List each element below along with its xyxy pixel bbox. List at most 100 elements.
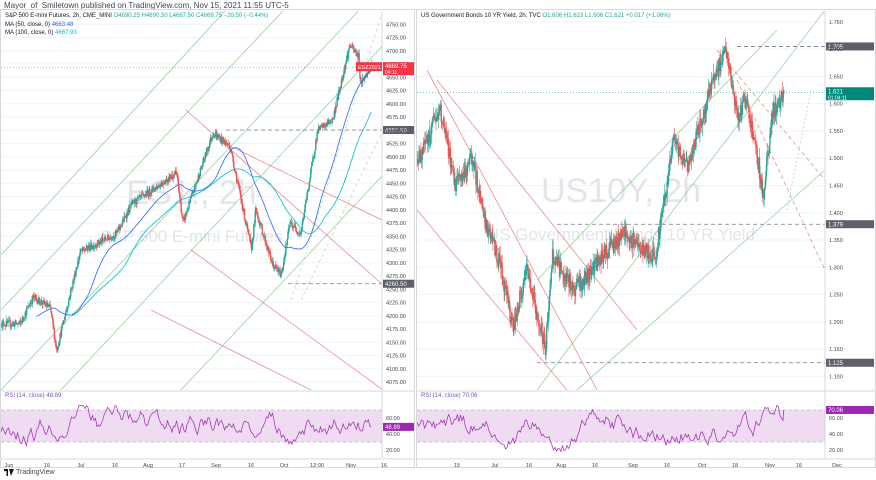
- candle-body: [45, 304, 47, 307]
- candle-body: [279, 269, 281, 277]
- candle-body: [468, 158, 471, 164]
- candle-body: [242, 209, 244, 211]
- candle-body: [348, 47, 350, 50]
- right-chart-pane[interactable]: US10Y, 2h US Government Bonds 10 YR Yield…: [416, 9, 876, 469]
- candle-body: [653, 247, 655, 257]
- left-ma100-value: 4667.93: [55, 30, 77, 36]
- candle-body: [52, 318, 54, 325]
- candle-body: [5, 325, 7, 327]
- candle-body: [77, 260, 80, 261]
- candle-body: [334, 110, 336, 113]
- candle-body: [206, 147, 208, 156]
- candle-body: [458, 173, 461, 178]
- candle-body: [651, 260, 653, 262]
- candle-body: [261, 227, 264, 235]
- candle-body: [640, 251, 642, 254]
- candle-body: [159, 183, 162, 188]
- candle-body: [702, 117, 704, 122]
- rsi-band: [1, 410, 382, 442]
- candle-body: [695, 131, 697, 147]
- candle-body: [357, 54, 359, 58]
- price-tick-label: 4500.00: [386, 155, 406, 161]
- left-ma50-legend[interactable]: MA (50, close, 0) 4663.48: [5, 22, 73, 28]
- candle-body: [314, 150, 316, 155]
- candle-body: [117, 226, 120, 231]
- candle-body: [604, 244, 607, 258]
- candle-body: [634, 243, 636, 245]
- candle-body: [110, 237, 113, 240]
- right-chart-svg[interactable]: US10Y, 2h US Government Bonds 10 YR Yield…: [417, 10, 876, 469]
- channel-line: [536, 11, 825, 390]
- candle-body: [23, 318, 26, 320]
- candle-body: [456, 175, 459, 179]
- candle-body: [210, 138, 212, 141]
- left-ma50-value: 4663.48: [51, 22, 74, 28]
- candle-body: [197, 175, 199, 180]
- candle-body: [731, 86, 733, 88]
- candle-body: [75, 271, 77, 278]
- price-badge-timer: 04:11: [385, 70, 397, 76]
- channel-line: [1, 11, 226, 256]
- left-chart-svg[interactable]: ES1!, 2hS&P 500 E-mini Futures4550.50426…: [1, 10, 416, 469]
- left-ma100-legend[interactable]: MA (100, close, 0) 4667.93: [5, 30, 77, 36]
- candle-body: [221, 136, 223, 143]
- candle-body: [243, 209, 246, 220]
- price-tick-label: 4125.00: [386, 354, 406, 360]
- candle-body: [325, 122, 328, 127]
- candle-body: [521, 294, 524, 299]
- candle-body: [342, 78, 344, 80]
- candle-body: [426, 134, 429, 144]
- candle-body: [303, 211, 306, 218]
- channel-line: [225, 143, 382, 221]
- candle-body: [366, 73, 368, 75]
- right-rsi-value: 70.06: [462, 393, 478, 399]
- candle-body: [75, 268, 78, 272]
- candle-body: [155, 186, 157, 190]
- candle-body: [65, 309, 68, 313]
- candle-body: [756, 156, 759, 164]
- candle-body: [337, 97, 339, 100]
- candle-body: [24, 312, 26, 319]
- right-symbol-title[interactable]: US Government Bonds 10 YR Yield, 2h, TVC: [421, 13, 541, 19]
- candle-body: [60, 333, 62, 337]
- candle-body: [776, 106, 778, 113]
- candle-body: [621, 230, 624, 236]
- symbol-badge-bg: [356, 62, 382, 72]
- candle-body: [208, 142, 211, 148]
- candle-body: [265, 242, 267, 245]
- candle-body: [198, 175, 200, 179]
- candle-body: [471, 153, 473, 166]
- candle-body: [278, 269, 281, 270]
- candle-body: [676, 140, 679, 144]
- left-chart-pane[interactable]: ES1!, 2h S&P 500 E-mini Futures 4550.50 426…: [0, 9, 416, 469]
- left-symbol-title[interactable]: S&P 500 E-mini Futures, 2h, CME_MINI: [5, 13, 112, 19]
- channel-line: [417, 209, 568, 390]
- candle-body: [306, 191, 308, 199]
- candle-body: [694, 146, 697, 148]
- level-label-bg: [383, 126, 414, 135]
- candle-body: [769, 134, 771, 146]
- level-label-bg: [826, 358, 874, 367]
- tradingview-logo[interactable]: TradingView: [4, 469, 55, 476]
- candle-body: [58, 341, 61, 345]
- candle-body: [196, 179, 199, 183]
- candle-body: [221, 136, 224, 143]
- candle-body: [184, 216, 186, 220]
- candle-body: [112, 236, 115, 239]
- left-rsi-legend[interactable]: RSI (14, close) 48.89: [5, 393, 61, 399]
- candle-body: [8, 320, 10, 322]
- candle-body: [417, 158, 418, 164]
- candle-body: [680, 155, 682, 160]
- candle-body: [473, 163, 476, 171]
- price-tick-label: 1.700: [829, 47, 843, 53]
- candle-body: [217, 135, 219, 139]
- candle-body: [525, 264, 528, 275]
- candle-body: [763, 189, 765, 198]
- candle-body: [97, 240, 99, 247]
- candle-body: [435, 117, 438, 122]
- candle-body: [492, 237, 495, 241]
- candle-body: [13, 323, 16, 327]
- candle-body: [140, 195, 142, 196]
- time-tick-label: 16: [796, 463, 802, 469]
- right-rsi-legend[interactable]: RSI (14, close) 70.06: [421, 393, 477, 399]
